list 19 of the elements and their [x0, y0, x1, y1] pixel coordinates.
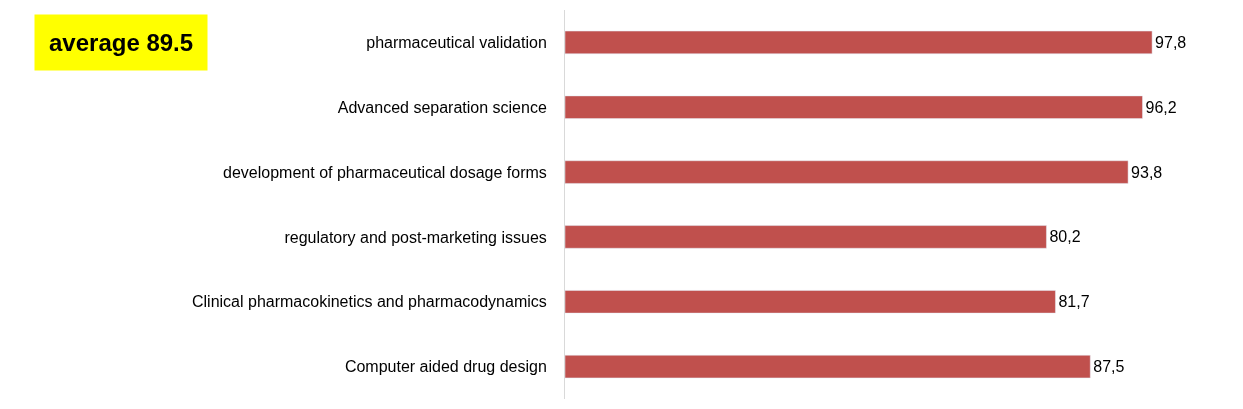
- bar: [565, 160, 1129, 184]
- data-label: 97,8: [1155, 33, 1187, 51]
- bar: [565, 30, 1153, 55]
- y-tick-label: pharmaceutical validation: [366, 34, 547, 52]
- y-tick-label: Advanced separation science: [337, 98, 547, 116]
- y-tick-label: Clinical pharmacokinetics and pharmacodynamics: [191, 293, 547, 311]
- data-label: 96,2: [1145, 98, 1177, 116]
- bar: [565, 95, 1143, 119]
- bar: [565, 290, 1056, 314]
- data-label: 81,7: [1058, 293, 1090, 311]
- y-tick-label: Computer aided drug design: [344, 358, 547, 376]
- y-tick-label: regulatory and post-marketing issues: [284, 228, 547, 246]
- data-label: 87,5: [1093, 358, 1125, 376]
- text: average 89.5: [49, 29, 194, 56]
- bar: [565, 225, 1047, 249]
- data-label: 93,8: [1131, 163, 1163, 181]
- y-tick-label: development of pharmaceutical dosage forms: [223, 163, 547, 181]
- bar: [565, 354, 1091, 379]
- data-label: 80,2: [1049, 228, 1081, 246]
